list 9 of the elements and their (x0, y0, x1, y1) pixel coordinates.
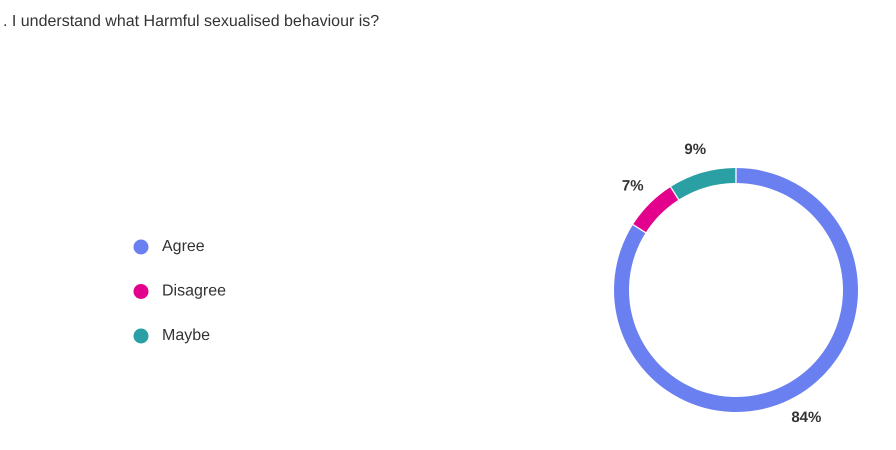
data-label: 9% (684, 140, 706, 158)
donut-slice (671, 168, 736, 200)
legend-label: Agree (162, 238, 205, 256)
chart-title: . I understand what Harmful sexualised behaviour is? (3, 13, 380, 30)
donut-slice (614, 168, 858, 412)
data-label: 7% (622, 178, 644, 195)
data-label: 84% (791, 408, 822, 426)
legend-label: Disagree (162, 282, 226, 300)
legend-label: Maybe (162, 327, 210, 344)
